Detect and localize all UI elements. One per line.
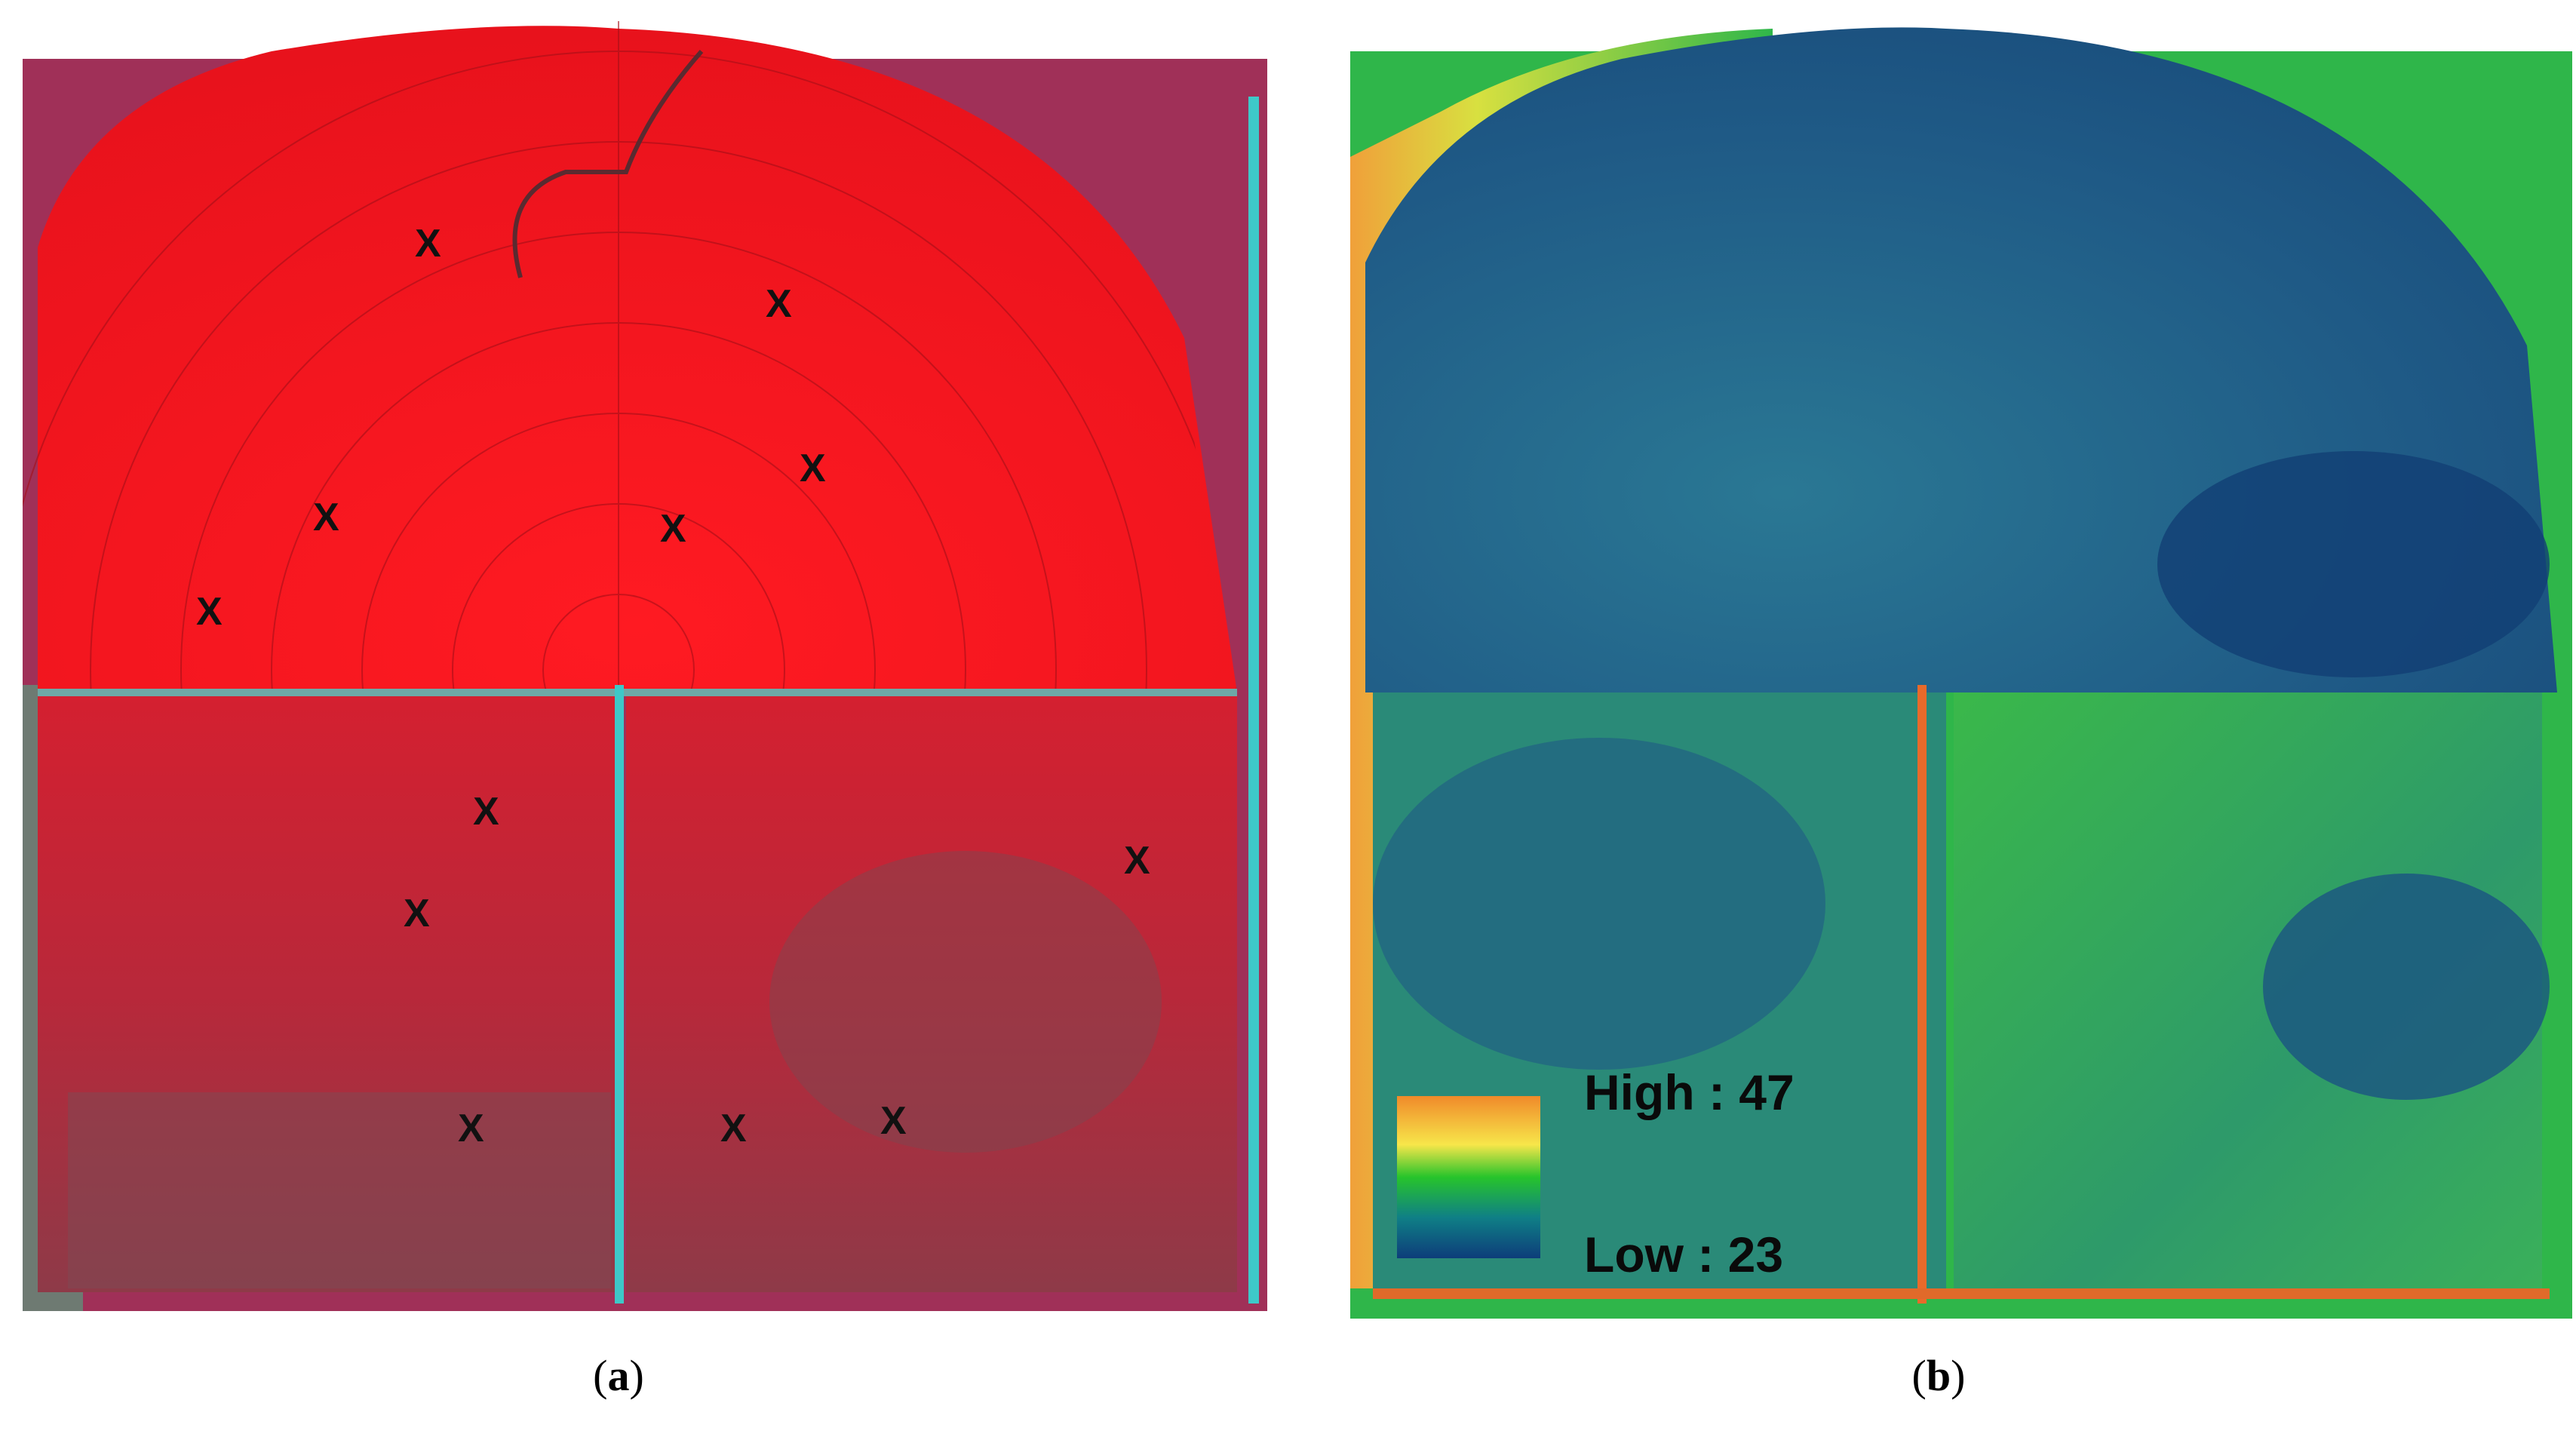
sample-point-marker: X: [720, 1107, 747, 1150]
legend-color-ramp: [1397, 1096, 1540, 1258]
bottom-edge-line: [1373, 1288, 2550, 1299]
sample-point-marker: X: [196, 590, 223, 634]
drainage-channel: [512, 50, 704, 278]
caption-b: (b): [1863, 1350, 2014, 1401]
vertical-divider: [615, 685, 624, 1304]
sample-point-marker: X: [313, 496, 339, 539]
legend-high-label: High : 47: [1584, 1064, 1795, 1120]
sample-point-marker: X: [473, 790, 499, 834]
low-value-patch: [1373, 738, 1825, 1070]
index-heatmap-image: [1350, 21, 2572, 1319]
sample-point-marker: X: [766, 282, 792, 326]
caption-a-close: ): [629, 1351, 644, 1400]
index-heatmap-svg: [1350, 27, 2572, 1319]
sample-point-marker: X: [800, 447, 826, 490]
caption-b-letter: b: [1926, 1351, 1951, 1400]
caption-b-close: ): [1951, 1351, 1966, 1400]
caption-a-letter: a: [607, 1351, 630, 1400]
false-color-field-svg: X X X X X X X X X X X X: [23, 21, 1267, 1311]
upper-pivot-field: [38, 26, 1237, 692]
sample-point-marker: X: [404, 892, 430, 935]
sample-point-marker: X: [458, 1107, 484, 1150]
false-color-field-image: X X X X X X X X X X X X: [23, 21, 1267, 1311]
low-value-patch: [2157, 451, 2550, 677]
sample-point-marker: X: [415, 222, 441, 266]
sample-point-marker: X: [880, 1099, 907, 1143]
vertical-divider: [1917, 685, 1927, 1304]
lower-right-field: [626, 696, 1237, 1292]
caption-a: (a): [543, 1350, 694, 1401]
pivot-circles: [23, 21, 1237, 692]
sample-point-marker: X: [660, 507, 686, 551]
lower-left-dark-strip: [68, 1092, 611, 1288]
sample-point-marker: X: [1124, 839, 1150, 883]
horizontal-divider: [38, 689, 1237, 696]
legend-low-label: Low : 23: [1584, 1227, 1784, 1282]
sample-points: X X X X X X X X X X X X: [196, 222, 1150, 1150]
dark-soil-patch: [769, 851, 1162, 1153]
low-value-patch: [2263, 874, 2550, 1100]
caption-b-open: (: [1911, 1351, 1927, 1400]
right-edge-line: [1248, 97, 1259, 1304]
caption-a-open: (: [593, 1351, 608, 1400]
